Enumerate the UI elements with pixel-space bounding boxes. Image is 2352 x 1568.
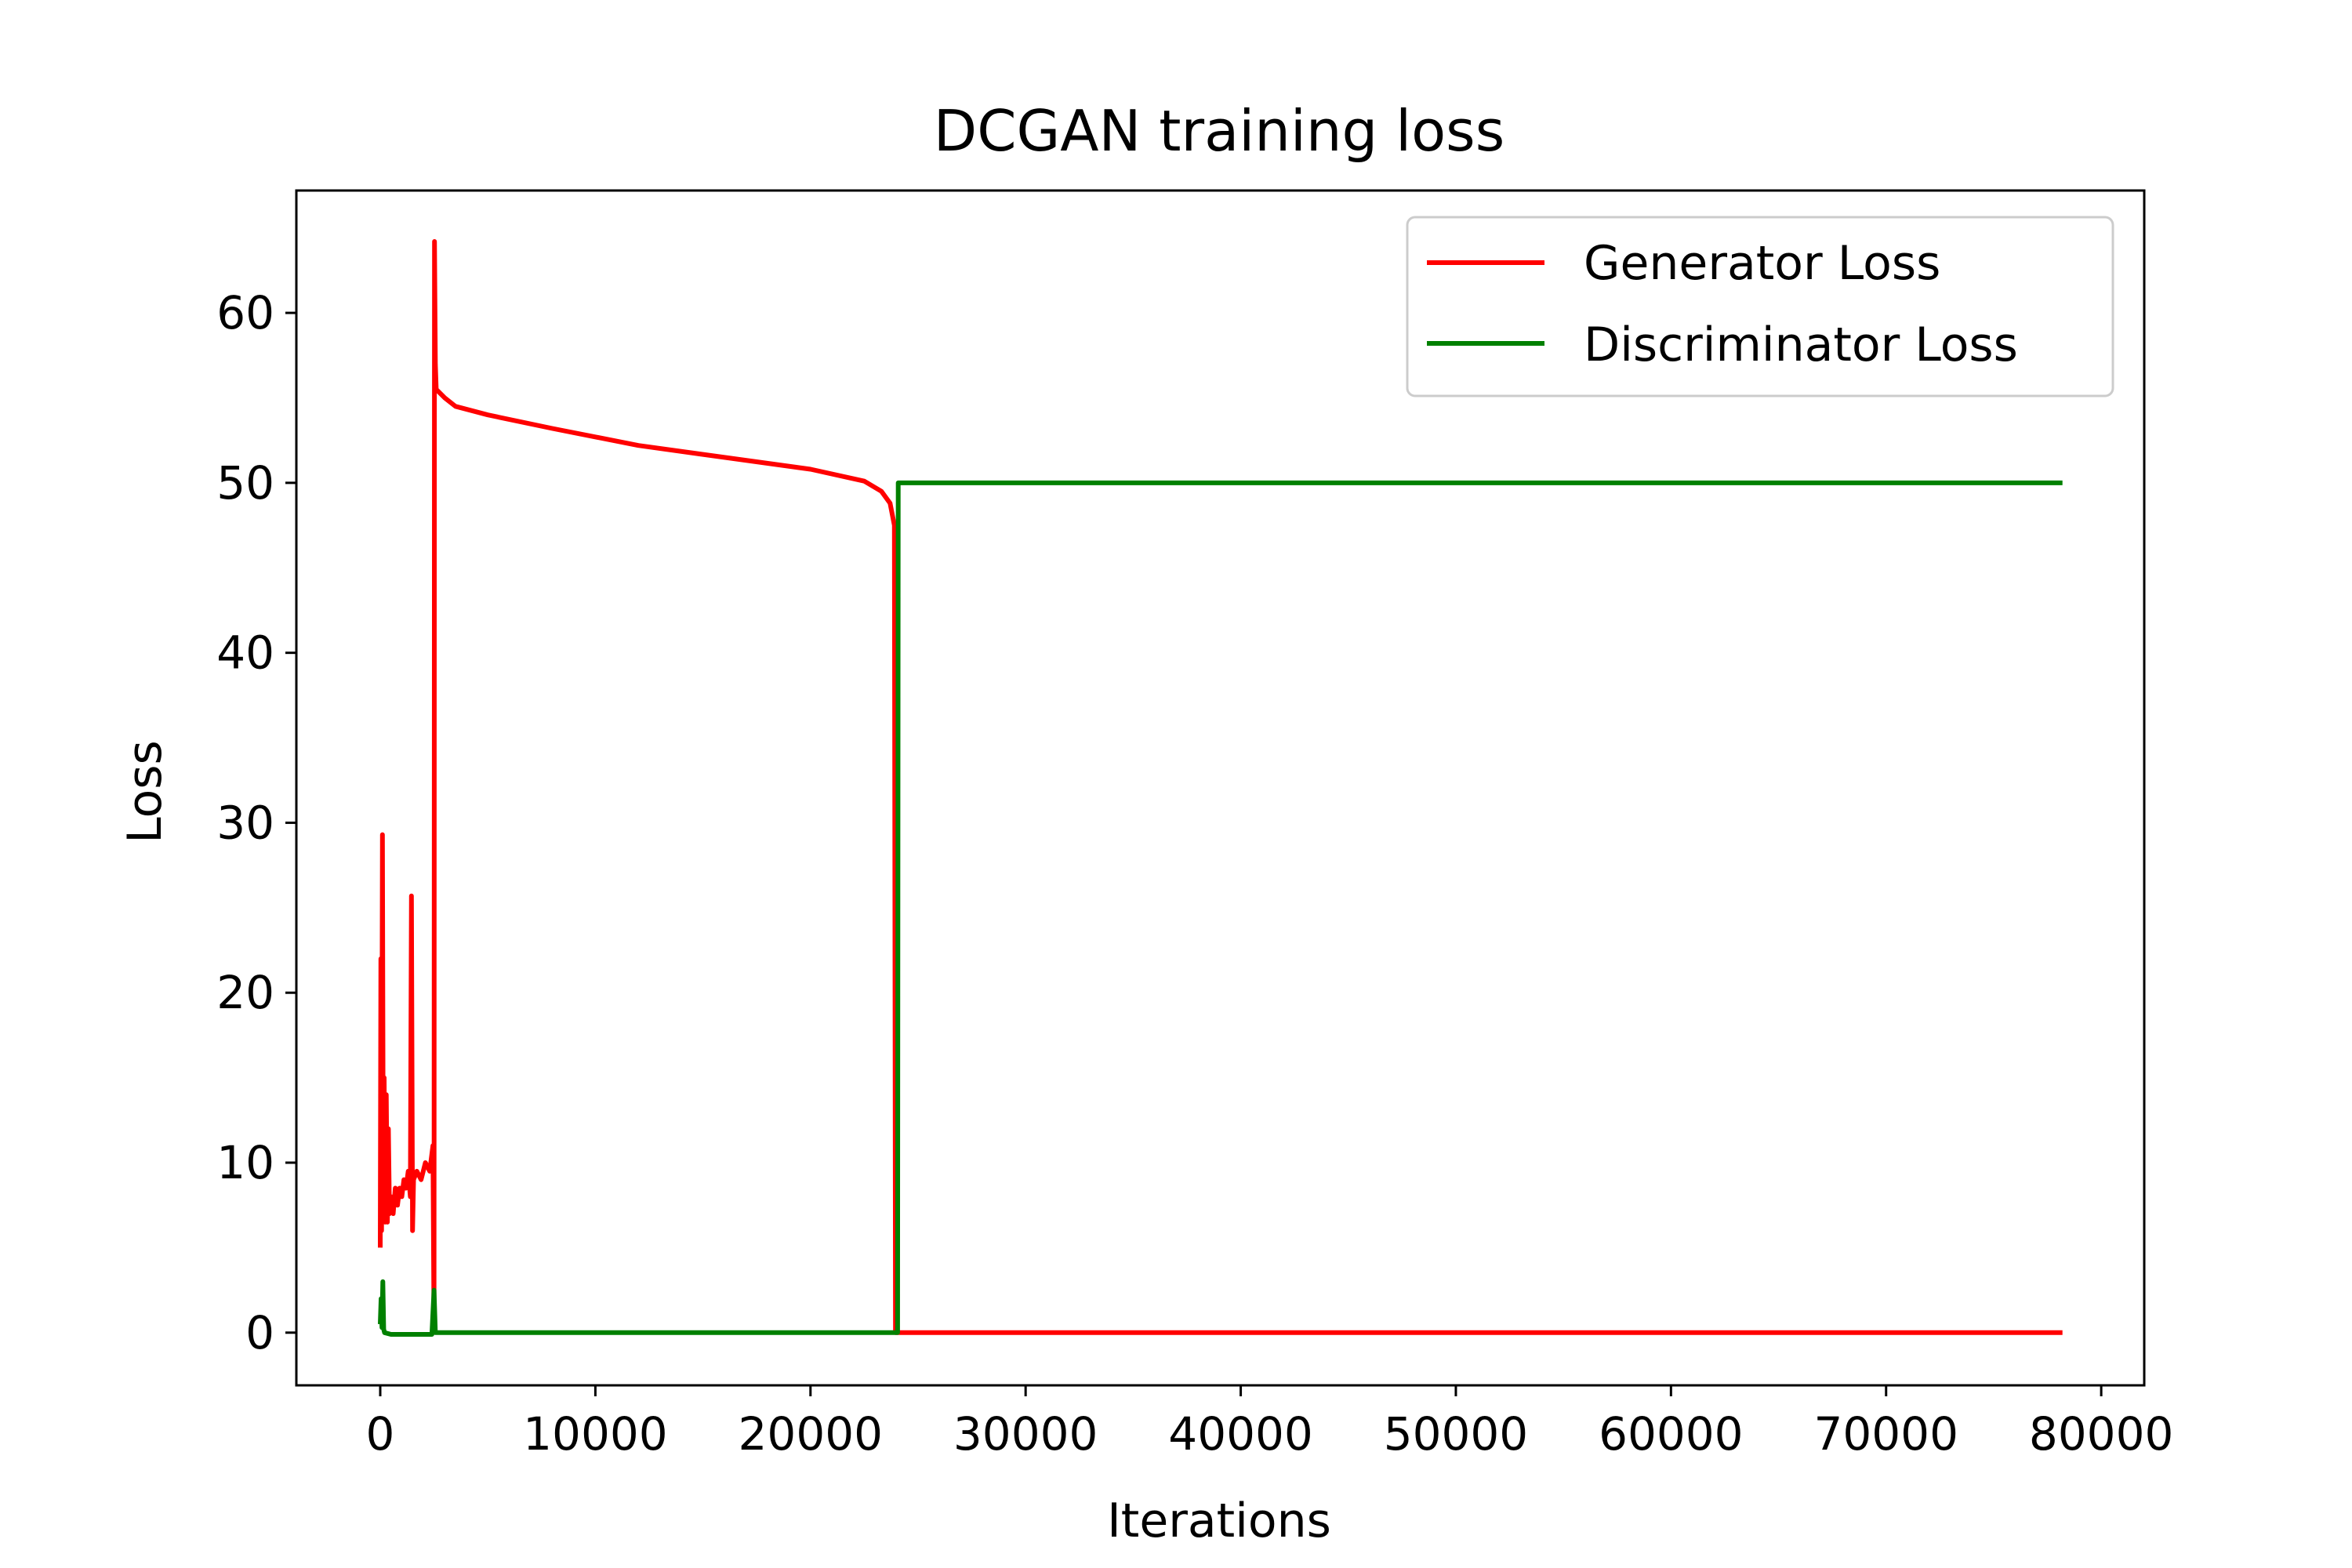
y-tick-label: 40 (216, 626, 274, 680)
x-tick-label: 60000 (1599, 1407, 1744, 1461)
x-axis-ticks: 0 10000 20000 30000 40000 50000 60000 70000 8000… (366, 1385, 2174, 1461)
plot-frame (295, 189, 2146, 1387)
legend: Generator Loss Discriminator Loss (1406, 216, 2114, 397)
x-tick-label: 40000 (1168, 1407, 1313, 1461)
y-tick-label: 0 (245, 1306, 274, 1359)
chart-title: DCGAN training loss (934, 98, 1504, 164)
x-axis-label: Iterations (1107, 1494, 1331, 1548)
x-tick-label: 0 (366, 1407, 395, 1461)
x-tick-label: 50000 (1384, 1407, 1529, 1461)
legend-label-generator: Generator Loss (1584, 236, 1940, 291)
legend-label-discriminator: Discriminator Loss (1584, 318, 2018, 372)
series-line-generator-loss (378, 239, 2063, 1335)
plot-lines (378, 239, 2063, 1337)
y-tick-label: 50 (216, 456, 274, 510)
y-axis-label: Loss (118, 740, 172, 844)
x-tick-label: 80000 (2029, 1407, 2174, 1461)
legend-box (1406, 216, 2114, 397)
y-tick-label: 10 (216, 1136, 274, 1189)
x-tick-label: 20000 (739, 1407, 884, 1461)
x-tick-label: 70000 (1813, 1407, 1958, 1461)
x-tick-label: 30000 (953, 1407, 1098, 1461)
x-tick-label: 10000 (523, 1407, 668, 1461)
y-tick-label: 30 (216, 796, 274, 849)
y-axis-ticks: 0 10 20 30 40 50 60 (216, 286, 296, 1359)
y-tick-label: 60 (216, 286, 274, 339)
y-tick-label: 20 (216, 966, 274, 1019)
series-line-discriminator-loss (378, 480, 2063, 1337)
